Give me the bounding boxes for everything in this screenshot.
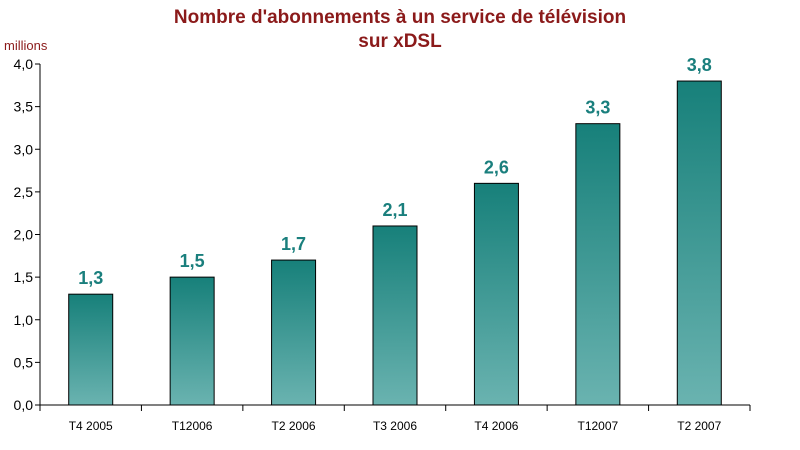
data-label: 1,5 — [180, 251, 205, 271]
bar — [372, 225, 418, 406]
chart-title-line2: sur xDSL — [358, 31, 442, 52]
x-tick-label: T2 2007 — [677, 419, 721, 433]
x-tick-label: T2 2006 — [272, 419, 316, 433]
axes: 0,0 0,5 1,0 1,5 2,0 2,5 3,0 3,5 4,0 T4 2005 T12006… — [14, 56, 751, 433]
data-label: 2,1 — [382, 200, 407, 220]
y-tick-label: 3,0 — [14, 141, 34, 157]
data-label: 3,3 — [585, 98, 610, 118]
y-tick-label: 3,5 — [14, 99, 34, 115]
data-label: 1,7 — [281, 234, 306, 254]
x-tick-label: T12006 — [172, 419, 213, 433]
x-tick-label: T3 2006 — [373, 419, 417, 433]
y-tick-label: 0,0 — [14, 397, 34, 413]
bars-group: 1,3 1,5 1,7 2,1 2,6 3,3 3,8 — [68, 55, 722, 406]
y-tick-label: 4,0 — [14, 56, 34, 72]
y-tick-label: 2,5 — [14, 184, 34, 200]
data-label: 2,6 — [484, 157, 509, 177]
bar — [575, 123, 621, 406]
bar — [68, 293, 114, 406]
y-tick-label: 2,0 — [14, 227, 34, 243]
y-axis-unit-label: millions — [4, 38, 48, 53]
x-tick-label: T4 2005 — [69, 419, 113, 433]
bar — [676, 80, 722, 406]
chart-title: Nombre d'abonnements à un service de tél… — [0, 6, 800, 54]
data-label: 1,3 — [78, 268, 103, 288]
x-tick-label: T4 2006 — [474, 419, 518, 433]
y-tick-label: 1,0 — [14, 312, 34, 328]
bar — [473, 182, 519, 406]
bar — [169, 276, 215, 406]
chart-title-line1: Nombre d'abonnements à un service de tél… — [173, 7, 627, 28]
bar — [271, 259, 317, 406]
y-tick-label: 1,5 — [14, 269, 34, 285]
y-tick-label: 0,5 — [14, 354, 34, 370]
data-label: 3,8 — [687, 55, 712, 75]
x-tick-label: T12007 — [578, 419, 619, 433]
